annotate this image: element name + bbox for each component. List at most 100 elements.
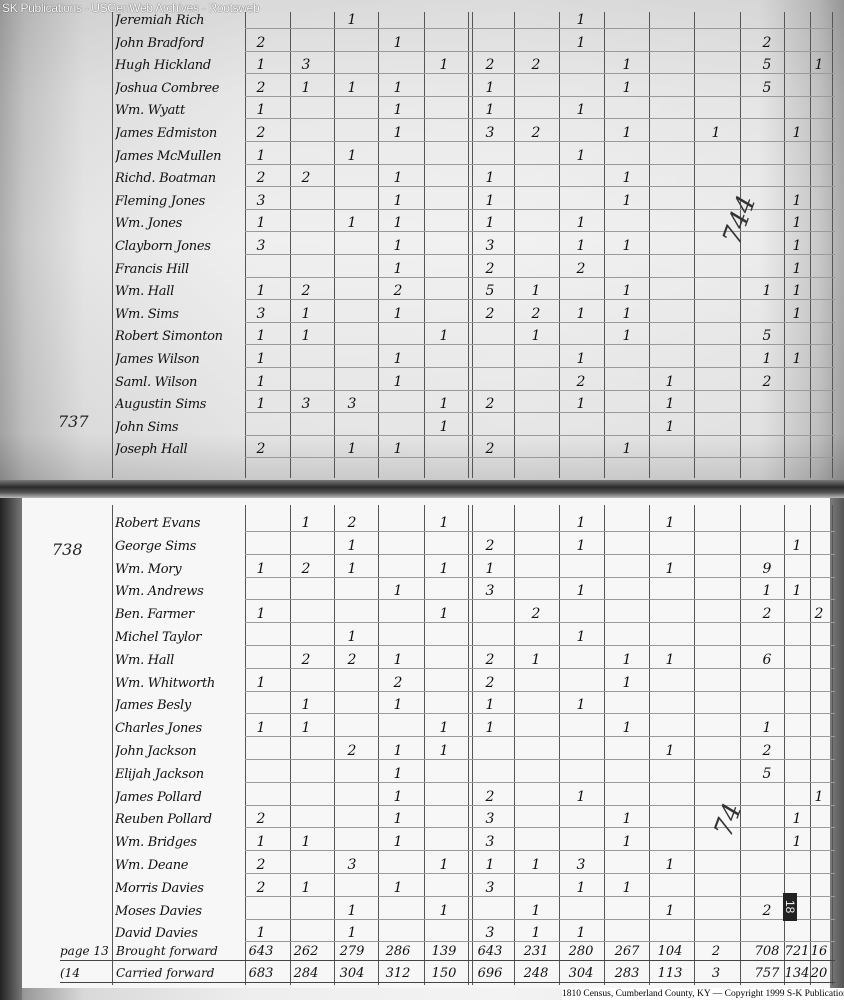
household-value: 2 [485,57,495,74]
household-value: 1 [256,925,266,942]
row-rule [245,622,835,624]
totals-value: 283 [614,966,640,981]
household-name: Wm. Andrews [115,584,204,600]
household-value: 1 [256,351,266,367]
household-value: 5 [762,765,772,782]
household-value: 2 [762,743,772,759]
column-rule [112,505,113,985]
household-name: James McMullen [115,148,222,164]
household-value: 5 [762,79,772,96]
row-rule [245,895,835,897]
household-value: 1 [792,305,802,322]
column-rule [245,12,246,478]
household-value: 2 [256,857,266,873]
household-value: 2 [485,537,495,554]
household-value: 1 [256,147,266,164]
household-value: 1 [393,583,403,600]
household-value: 2 [531,57,541,74]
household-value: 1 [576,305,586,322]
household-value: 1 [665,560,675,577]
household-value: 1 [792,260,802,277]
household-value: 1 [576,925,586,942]
page-number-note-bottom: 738 [52,540,83,559]
column-rule [514,505,515,985]
household-name: Elijah Jackson [115,766,204,782]
totals-value: 721 [784,944,810,959]
household-value: 1 [792,283,802,300]
household-value: 1 [762,583,772,600]
household-value: 1 [762,283,772,300]
household-value: 2 [762,373,772,390]
household-value: 1 [301,834,311,851]
household-value: 2 [485,396,495,413]
household-name: Francis Hill [115,261,189,277]
household-value: 1 [347,215,357,232]
row-rule [245,254,835,255]
household-name: Charles Jones [115,721,202,737]
household-value: 9 [762,560,772,577]
column-rule [112,12,113,478]
row-rule [245,918,835,920]
household-value: 1 [814,788,824,805]
row-rule [245,95,835,97]
column-rule [559,12,560,478]
household-value: 1 [576,537,586,554]
household-value: 1 [393,102,403,119]
row-rule [245,389,835,391]
row-rule [245,321,835,323]
household-value: 1 [792,215,802,232]
household-value: 1 [814,57,824,74]
household-value: 3 [256,238,266,254]
household-value: 1 [576,629,586,645]
household-value: 1 [622,441,632,458]
household-value: 1 [485,857,495,873]
household-name: Saml. Wilson [115,374,198,390]
row-rule [245,941,835,943]
column-rule [290,12,291,478]
page-number-note-top: 737 [58,412,89,431]
household-value: 1 [256,328,266,345]
column-rule [472,12,473,478]
column-rule [245,505,246,985]
household-value: 1 [792,811,802,828]
household-value: 1 [622,305,632,322]
copyright-notice: 1810 Census, Cumberland County, KY — Cop… [562,988,844,1000]
household-value: 1 [256,373,266,390]
household-value: 1 [393,834,403,851]
row-rule [245,344,835,346]
row-rule [245,73,835,75]
totals-value: 267 [614,944,640,959]
household-value: 1 [256,215,266,232]
household-value: 1 [531,857,541,873]
household-value: 2 [393,283,403,300]
totals-label: Carried forward [116,966,215,980]
source-header: SK Publications - USGenWeb Archives - Ro… [2,1,260,15]
row-rule [245,412,835,414]
row-rule [245,186,835,188]
household-value: 1 [622,57,632,74]
household-value: 2 [485,305,495,322]
totals-value: 104 [657,944,683,959]
household-value: 1 [256,102,266,119]
row-rule [245,299,835,301]
household-name: Richd. Boatman [115,171,216,187]
household-value: 1 [576,12,586,28]
household-value: 3 [256,305,266,322]
row-rule [245,645,835,646]
household-value: 1 [762,720,772,737]
row-rule [245,141,835,142]
column-rule [649,12,650,478]
household-value: 1 [622,328,632,345]
household-value: 1 [439,743,449,759]
household-value: 1 [622,192,632,209]
household-value: 1 [256,674,266,691]
household-name: Joshua Combree [115,80,220,96]
household-value: 2 [576,260,586,277]
household-name: James Edmiston [115,126,217,141]
household-value: 1 [393,351,403,367]
household-value: 5 [762,328,772,345]
totals-value: 708 [754,944,780,959]
household-value: 1 [792,583,802,600]
row-rule [245,28,835,29]
household-value: 1 [622,674,632,691]
